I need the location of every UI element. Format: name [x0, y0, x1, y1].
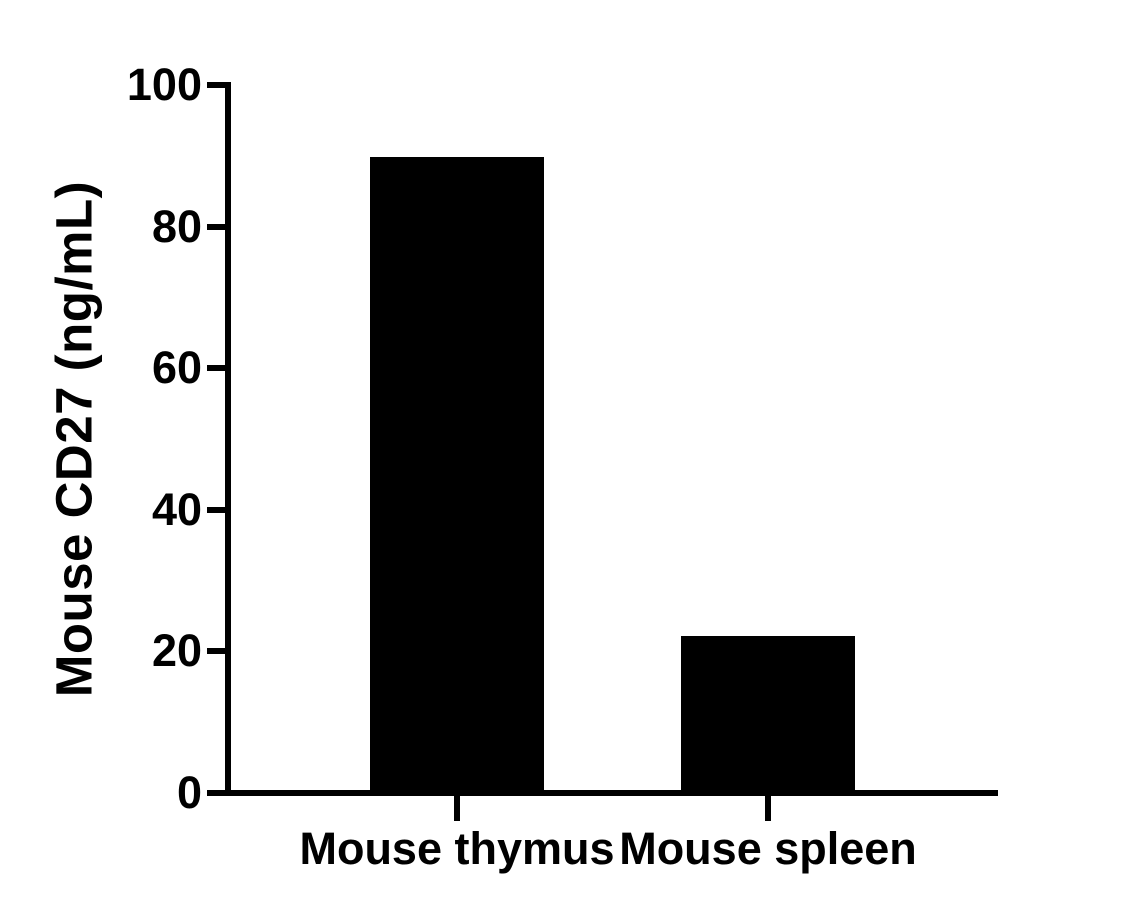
y-tick: [207, 506, 228, 513]
y-tick-label: 0: [176, 767, 202, 818]
y-tick: [207, 223, 228, 230]
x-tick: [454, 796, 460, 821]
x-tick: [765, 796, 771, 821]
y-axis-line: [225, 82, 231, 796]
y-tick-label: 100: [126, 59, 202, 110]
x-tick-label: Mouse spleen: [619, 823, 917, 874]
y-tick: [207, 82, 228, 88]
x-axis-line: [207, 790, 998, 796]
y-tick-label: 20: [151, 625, 202, 677]
y-tick-label: 80: [151, 200, 202, 252]
y-axis-label: Mouse CD27 (ng/mL): [45, 180, 103, 698]
y-tick: [207, 648, 228, 655]
y-tick: [207, 365, 228, 372]
bar-mouse-spleen: [681, 635, 855, 796]
y-tick-label: 40: [151, 483, 202, 535]
bar-mouse-thymus: [370, 156, 544, 796]
x-tick-label: Mouse thymus: [299, 823, 615, 874]
y-tick-label: 60: [151, 342, 202, 394]
